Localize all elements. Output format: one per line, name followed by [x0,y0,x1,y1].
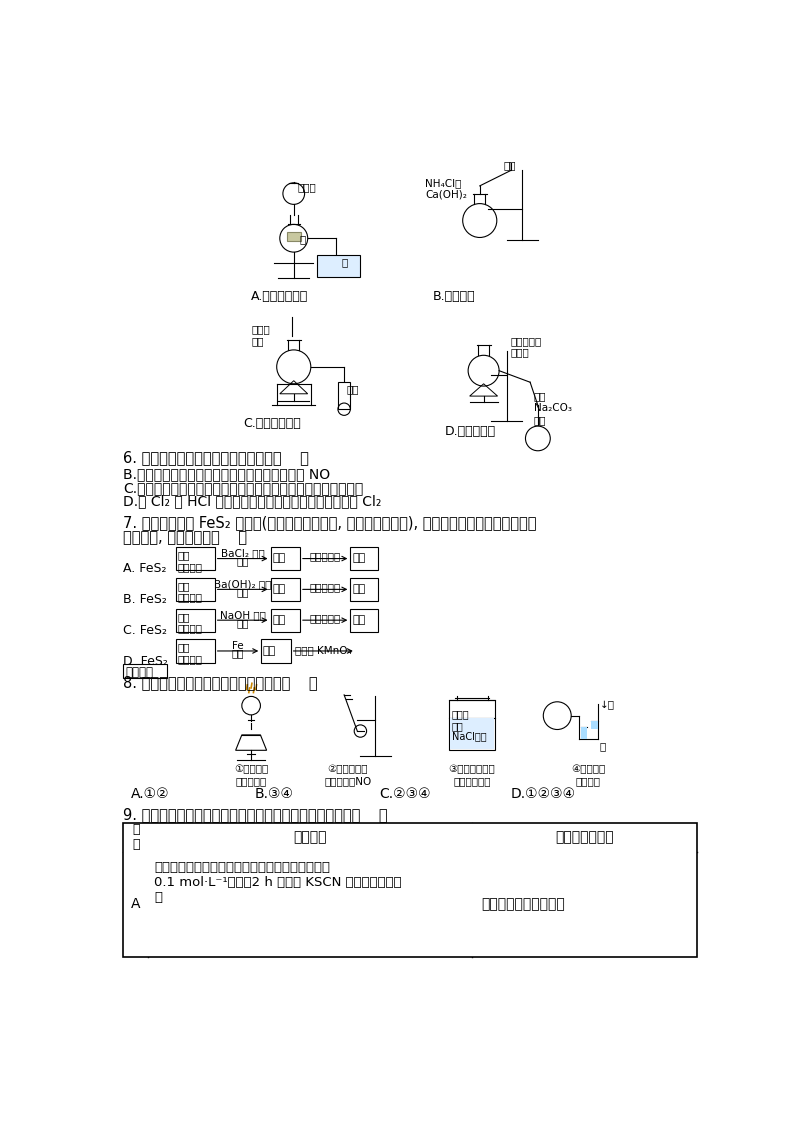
Text: A.制取二氧化氮: A.制取二氧化氮 [251,290,308,303]
Text: 红墨水: 红墨水 [452,709,470,719]
Text: 酸性
氧化溶液: 酸性 氧化溶液 [178,611,202,633]
Text: 沉淀: 沉淀 [273,554,286,564]
Text: A.①②: A.①② [131,787,170,801]
Text: NaOH 溶液: NaOH 溶液 [220,610,266,620]
Text: 9. 下列实验操作与预期实验目的或所得实验结论正确的是（    ）: 9. 下列实验操作与预期实验目的或所得实验结论正确的是（ ） [123,807,388,822]
Text: Ba(OH)₂ 溶液: Ba(OH)₂ 溶液 [214,580,271,590]
Text: 过滤: 过滤 [236,618,249,628]
Text: 洗涤、干燥: 洗涤、干燥 [310,551,341,561]
Bar [350,609,378,632]
Text: 称重: 称重 [353,584,366,594]
Text: 称重: 称重 [353,554,366,564]
Bar [176,547,214,571]
Text: 8. 下列装置或操作能达到实验目的的是（    ）: 8. 下列装置或操作能达到实验目的的是（ ） [123,675,318,689]
Text: NH₄Cl和
Ca(OH)₂: NH₄Cl和 Ca(OH)₂ [426,178,467,199]
Text: B.制收氨气: B.制收氨气 [434,290,476,303]
Text: A: A [131,898,141,911]
Text: B.③④: B.③④ [255,787,294,801]
Text: 在有镀层的铁片上，用刀刻一槽，在槽上滴入少量
0.1 mol·L⁻¹盐酸，2 h 后滴入 KSCN 溶液，无红色出
现: 在有镀层的铁片上，用刀刻一槽，在槽上滴入少量 0.1 mol·L⁻¹盐酸，2 h… [154,861,402,904]
Text: ①从溴水中
分离溴单质: ①从溴水中 分离溴单质 [234,764,268,786]
Text: 用标准 KMnO₄: 用标准 KMnO₄ [295,645,351,655]
Text: 饱和
Na₂CO₃
溶液: 饱和 Na₂CO₃ 溶液 [534,392,572,424]
Text: 7. 分析硫铁矿中 FeS₂ 的含量(不考虑杂质的反应, 所加试剂均足量), 某研究性小组设计了如下四种: 7. 分析硫铁矿中 FeS₂ 的含量(不考虑杂质的反应, 所加试剂均足量), 某… [123,515,537,530]
Bar [176,640,214,662]
Text: ↓水: ↓水 [600,701,615,710]
Bar [270,577,300,601]
Text: 酸性
氧化溶液: 酸性 氧化溶液 [178,581,202,602]
Text: 酸性
氧化溶液: 酸性 氧化溶液 [178,643,202,664]
Bar [317,255,360,276]
Text: 铁钉: 铁钉 [452,721,464,731]
Text: 洗涤、灼烧: 洗涤、灼烧 [310,614,341,624]
Text: 液硫酸
乙醇: 液硫酸 乙醇 [251,325,270,346]
Text: 过滤: 过滤 [232,649,244,659]
Text: C.配制氯化铁溶液时，将氯化铁溶解在较浓的盐酸中再加水稀释: C.配制氯化铁溶液时，将氯化铁溶解在较浓的盐酸中再加水稀释 [123,481,363,495]
Text: 溶液滴定: 溶液滴定 [126,666,154,678]
Text: 酸性
氧化溶液: 酸性 氧化溶液 [178,550,202,572]
Text: 铜: 铜 [300,234,306,245]
Bar [450,718,494,748]
Bar [176,577,214,601]
Text: 过滤: 过滤 [236,588,249,597]
Text: 洗涤、灼烧: 洗涤、灼烧 [310,583,341,592]
Text: D.将 Cl₂ 与 HCl 混合气体通过饱和食盐水可得到纯净的 Cl₂: D.将 Cl₂ 与 HCl 混合气体通过饱和食盐水可得到纯净的 Cl₂ [123,495,382,508]
Bar [176,609,214,632]
Text: A. FeS₂: A. FeS₂ [123,563,166,575]
Text: 沉淀: 沉淀 [273,615,286,625]
Text: BaCl₂ 溶液: BaCl₂ 溶液 [221,549,265,558]
Text: D.①②③④: D.①②③④ [510,787,576,801]
Text: NaCl溶液: NaCl溶液 [452,731,486,741]
Text: 沉淀: 沉淀 [273,584,286,594]
Bar [286,232,301,241]
Text: ④检验装置
的气密性: ④检验装置 的气密性 [571,764,606,786]
Text: B. FeS₂: B. FeS₂ [123,593,167,607]
Text: 溴水: 溴水 [346,384,359,394]
Text: 浓硝酸: 浓硝酸 [298,182,316,192]
Text: 6. 下列实验操作能达到实验目的的是（    ）: 6. 下列实验操作能达到实验目的的是（ ） [123,451,309,465]
Text: D.制乙酸乙酯: D.制乙酸乙酯 [445,424,496,438]
Bar [262,640,290,662]
Bar [581,727,586,739]
Bar [270,547,300,571]
Bar [270,609,300,632]
Bar [591,721,598,729]
Text: ③证明铁生锈时
空气参与反应: ③证明铁生锈时 空气参与反应 [449,764,495,786]
Bar [123,664,166,678]
Text: 水: 水 [342,257,348,267]
Bar [350,577,378,601]
Text: 实验方案, 不正确的是（    ）: 实验方案, 不正确的是（ ） [123,530,247,546]
Text: 溶液: 溶液 [262,645,276,655]
Text: 编
号: 编 号 [132,823,139,851]
Text: C.②③④: C.②③④ [379,787,430,801]
Text: 棉花: 棉花 [503,161,515,171]
Text: 乙: 乙 [600,741,606,751]
Text: 可能是镀锡的马口铁片: 可能是镀锡的马口铁片 [482,898,565,911]
Bar [350,547,378,571]
Text: 实验操作: 实验操作 [294,830,326,844]
Text: ②用铜与稀硝
酸制取少量NO: ②用铜与稀硝 酸制取少量NO [324,764,372,786]
Text: 称重: 称重 [353,615,366,625]
Text: C. FeS₂: C. FeS₂ [123,624,167,637]
Text: B.用向上排空气法收集铜粉与稀硝酸反应产生的 NO: B.用向上排空气法收集铜粉与稀硝酸反应产生的 NO [123,466,330,481]
Bar [123,823,697,958]
Bar [338,383,350,409]
Text: 实验目的或结论: 实验目的或结论 [555,830,614,844]
Text: 乙酸、乙醇
液硫酸: 乙酸、乙醇 液硫酸 [510,336,542,358]
Text: C.制乙烯并检验: C.制乙烯并检验 [243,417,301,430]
Bar [449,701,495,751]
Text: 过滤: 过滤 [236,556,249,566]
Text: Fe: Fe [232,641,244,651]
Text: D. FeS₂: D. FeS₂ [123,654,168,668]
